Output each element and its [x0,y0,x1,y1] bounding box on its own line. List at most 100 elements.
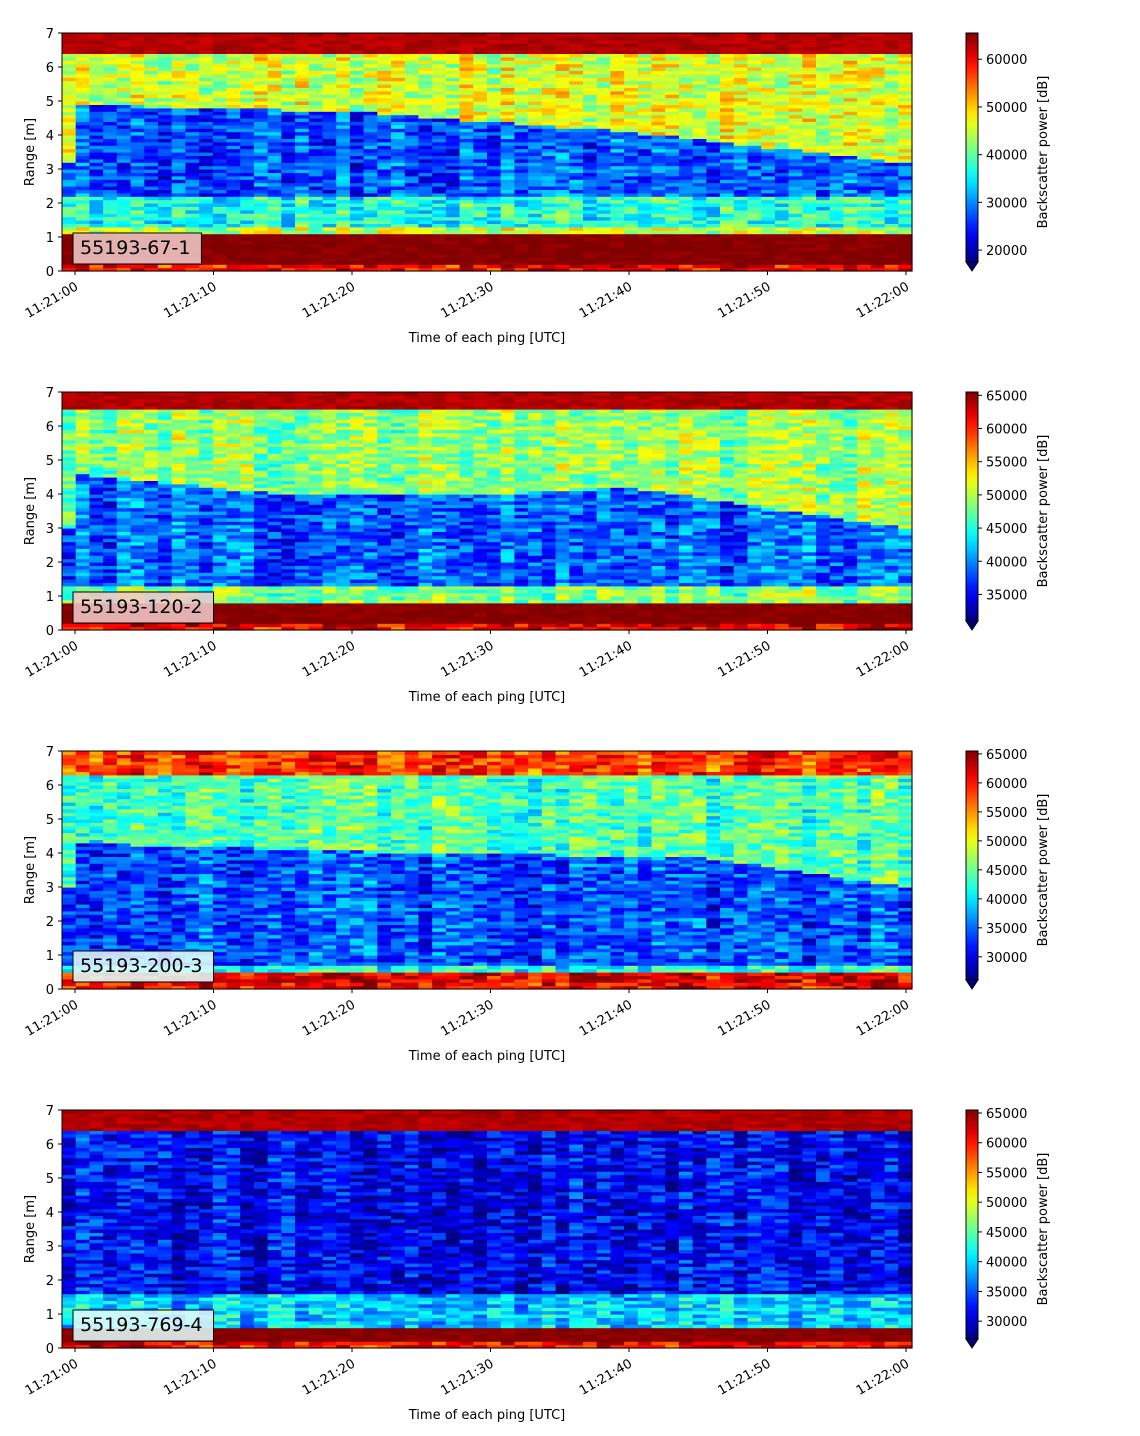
heatmap-cell [788,226,803,231]
heatmap-cell [295,77,310,82]
heatmap-cell [295,247,310,252]
heatmap-cell [171,490,186,495]
heatmap-cell [473,169,488,173]
heatmap-cell [322,223,337,228]
heatmap-cell [541,182,557,187]
heatmap-cell [487,118,502,122]
heatmap-cell [541,131,557,136]
heatmap-cell [692,104,707,109]
heatmap-cell [144,43,159,48]
heatmap-cell [144,39,159,44]
heatmap-cell [637,152,653,156]
heatmap-cell [843,233,858,238]
heatmap-cell [377,175,392,180]
heatmap-cell [870,209,886,214]
heatmap-cell [103,46,118,51]
heatmap-cell [322,145,337,150]
heatmap-cell [637,172,653,177]
heatmap-cell [363,63,378,68]
heatmap-cell [349,247,365,252]
heatmap-cell [62,589,77,594]
heatmap-cell [445,158,461,163]
heatmap-cell [569,46,584,51]
heatmap-cell [103,114,118,119]
heatmap-cell [898,90,913,95]
heatmap-cell [322,216,337,221]
heatmap-cell [610,264,625,269]
heatmap-cell [171,538,186,543]
heatmap-cell [541,152,557,156]
heatmap-cell [459,233,474,238]
heatmap-cell [500,199,516,204]
heatmap-cell [665,124,680,129]
heatmap-cell [349,56,365,61]
heatmap-cell [103,514,118,519]
heatmap-cell [829,67,845,71]
heatmap-cell [487,165,502,170]
heatmap-cell [706,237,721,241]
heatmap-cell [199,131,214,136]
heatmap-cell [733,226,749,231]
heatmap-cell [432,87,447,92]
heatmap-cell [89,507,104,512]
heatmap-cell [116,230,132,235]
heatmap-cell [75,422,91,427]
heatmap-cell [651,114,666,119]
heatmap-cell [569,203,584,207]
heatmap-cell [363,189,378,194]
heatmap-cell [391,169,406,173]
heatmap-cell [157,220,173,224]
heatmap-cell [898,179,913,184]
heatmap-cell [418,162,433,167]
heatmap-cell [665,104,680,109]
heatmap-cell [487,128,502,133]
heatmap-cell [870,254,886,258]
heatmap-cell [308,97,324,102]
heatmap-cell [720,33,735,37]
heatmap-cell [212,121,228,126]
heatmap-cell [391,60,406,65]
heatmap-cell [459,77,474,82]
heatmap-cell [226,128,241,133]
heatmap-cell [706,230,721,235]
heatmap-cell [308,175,324,180]
heatmap-cell [404,152,420,156]
heatmap-cell [171,203,186,207]
heatmap-cell [706,264,721,269]
heatmap-cell [569,169,584,173]
heatmap-cell [528,152,543,156]
heatmap-cell [569,101,584,105]
heatmap-cell [528,250,543,255]
heatmap-cell [624,260,639,265]
heatmap-cell [89,575,104,580]
heatmap-cell [75,182,91,187]
heatmap-cell [377,230,392,235]
heatmap-cell [116,94,132,99]
heatmap-cell [267,111,282,116]
heatmap-cell [391,111,406,116]
heatmap-cell [157,419,173,424]
heatmap-cell [500,264,516,269]
heatmap-cell [391,131,406,136]
heatmap-cell [89,432,104,437]
heatmap-cell [624,138,639,143]
heatmap-cell [295,60,310,65]
heatmap-cell [267,240,282,245]
heatmap-cell [103,392,118,396]
heatmap-cell [116,124,132,129]
heatmap-cell [829,257,845,262]
heatmap-cell [528,67,543,71]
heatmap-cell [870,223,886,228]
heatmap-cell [651,90,666,95]
heatmap-cell [487,254,502,258]
heatmap-cell [884,107,899,112]
heatmap-cell [240,240,255,245]
heatmap-cell [459,206,474,211]
heatmap-cell [75,623,91,628]
heatmap-cell [733,118,749,122]
heatmap-cell [185,46,200,51]
heatmap-cell [226,87,241,92]
heatmap-cell [199,233,214,238]
heatmap-cell [706,80,721,85]
heatmap-cell [665,196,680,201]
